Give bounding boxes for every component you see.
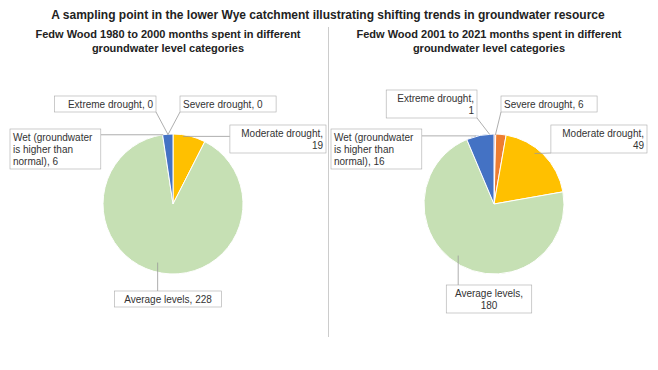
svg-text:Severe drought, 0: Severe drought, 0 <box>183 99 263 110</box>
svg-text:Extreme drought, 0: Extreme drought, 0 <box>68 99 153 110</box>
svg-text:Moderate drought,19: Moderate drought,19 <box>241 128 323 151</box>
html-text:Fedw Wood 1980 to 2000 months: Fedw Wood 1980 to 2000 months spent in d… <box>35 28 301 54</box>
svg-text:Severe drought, 6: Severe drought, 6 <box>504 99 584 110</box>
svg-text:Moderate drought,49: Moderate drought,49 <box>562 128 644 151</box>
html-text:A sampling point in the lower: A sampling point in the lower Wye catchm… <box>51 8 605 22</box>
svg-text:Wet (groundwateris higher than: Wet (groundwateris higher thannormal), 6 <box>13 132 93 167</box>
html-text:Fedw Wood 2001 to 2021 months: Fedw Wood 2001 to 2021 months spent in d… <box>356 28 622 54</box>
svg-text:Wet (groundwateris higher than: Wet (groundwateris higher thannormal), 1… <box>334 132 414 167</box>
svg-text:Average levels, 228: Average levels, 228 <box>124 294 212 305</box>
svg-text:Average levels,180: Average levels,180 <box>455 288 523 311</box>
svg-text:Extreme drought,1: Extreme drought,1 <box>397 93 474 116</box>
